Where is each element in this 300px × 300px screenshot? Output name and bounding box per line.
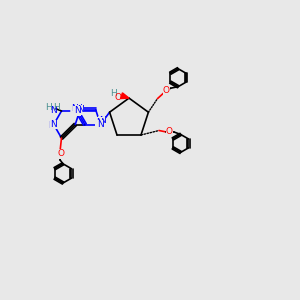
- Text: N: N: [77, 105, 83, 114]
- Text: H: H: [110, 89, 116, 98]
- Text: H: H: [46, 103, 52, 112]
- Text: N: N: [71, 104, 77, 113]
- Text: N: N: [48, 121, 55, 130]
- Text: N: N: [71, 104, 78, 113]
- Text: O: O: [57, 149, 64, 158]
- Text: N: N: [50, 106, 56, 115]
- Text: N: N: [97, 120, 104, 129]
- Text: O: O: [166, 127, 173, 136]
- Text: N: N: [46, 120, 52, 129]
- Text: N: N: [99, 116, 105, 125]
- Text: H: H: [53, 103, 60, 112]
- Text: O: O: [114, 93, 122, 102]
- Text: N: N: [50, 120, 57, 129]
- Text: N: N: [75, 104, 82, 113]
- Text: N: N: [96, 118, 103, 127]
- Text: N: N: [74, 106, 80, 116]
- Text: N: N: [74, 103, 80, 112]
- Text: O: O: [163, 86, 170, 95]
- Polygon shape: [121, 93, 129, 99]
